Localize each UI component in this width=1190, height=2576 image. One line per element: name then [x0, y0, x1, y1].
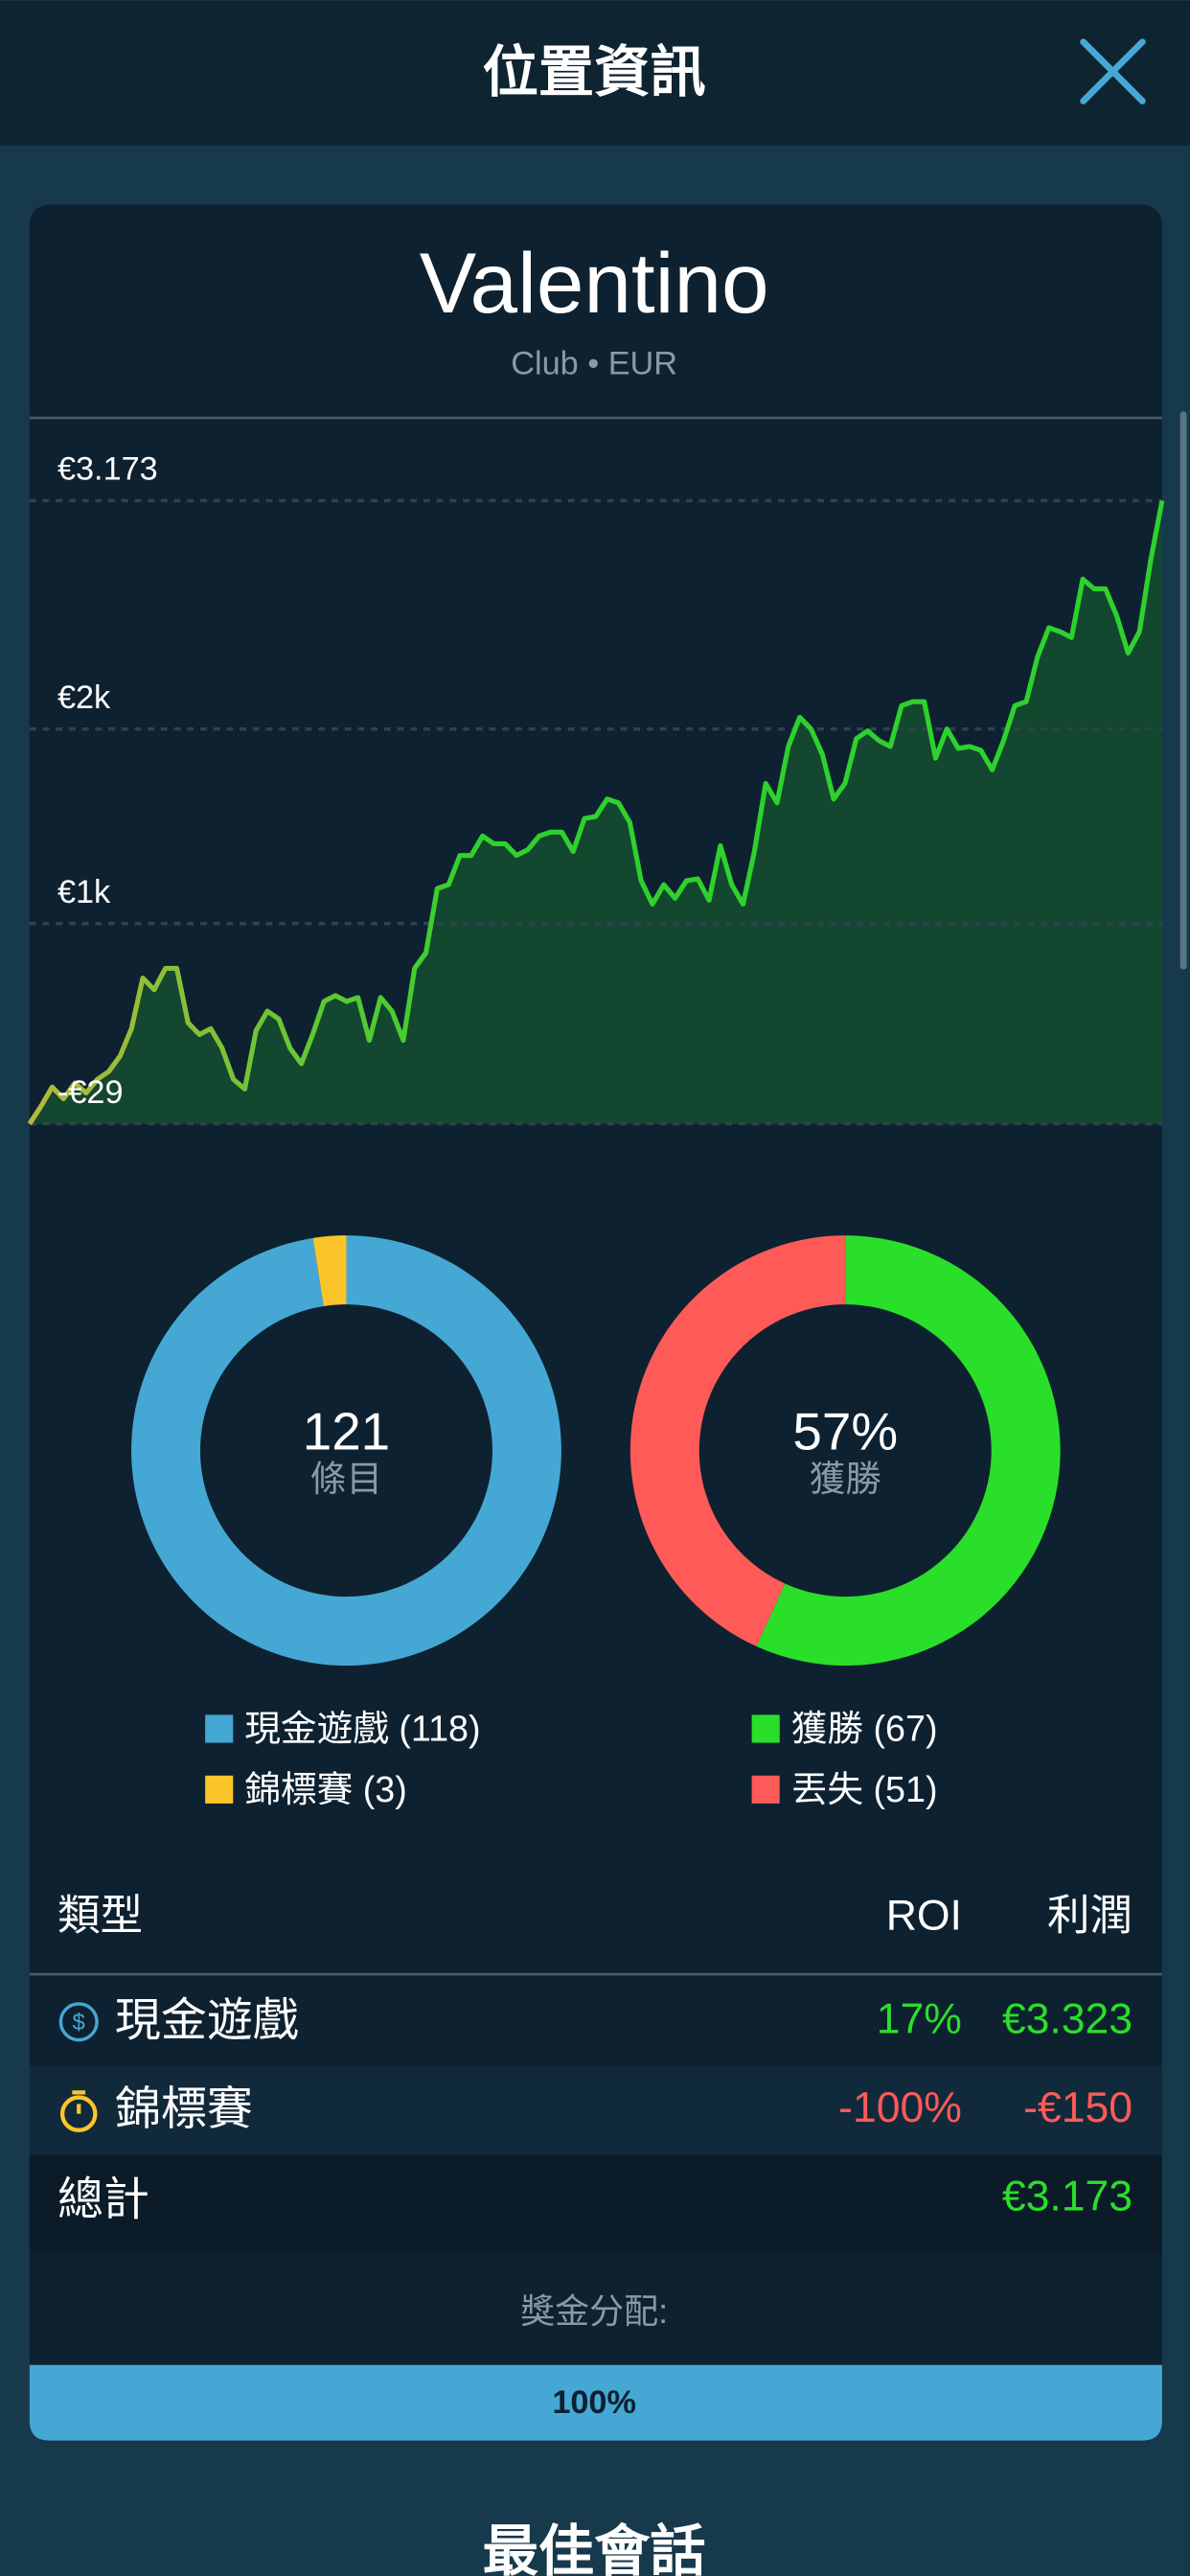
header-title: 位置資訊 — [483, 41, 706, 104]
table-header: ROI — [886, 1893, 962, 1940]
y-tick-label: €3.173 — [57, 451, 158, 488]
legend-swatch — [205, 1775, 234, 1804]
section-title: 最佳會話 — [483, 2520, 706, 2576]
line — [27, 499, 1165, 1126]
legend-label: 現金遊戲 (118) — [244, 1708, 480, 1748]
donut-slice — [131, 1235, 561, 1667]
timer-icon — [59, 2090, 98, 2132]
prize-bar-label: 100% — [552, 2384, 636, 2421]
donut-slice — [629, 1235, 846, 1646]
total-profit: €3.173 — [1002, 2174, 1133, 2220]
row-roi: 17% — [877, 1996, 962, 2043]
header-bar — [0, 0, 1190, 146]
row-profit: -€150 — [1023, 2084, 1133, 2131]
player-name: Valentino — [420, 235, 769, 331]
table-row — [29, 2154, 1162, 2254]
donut-center-label: 條目 — [310, 1459, 382, 1499]
legend-swatch — [205, 1714, 234, 1743]
scrollbar — [1179, 411, 1187, 970]
donut-center-value: 57% — [792, 1402, 898, 1461]
svg-text:$: $ — [73, 2010, 85, 2036]
table-row — [29, 1975, 1162, 2067]
prize-label: 獎金分配: — [520, 2291, 668, 2331]
y-tick-label: -€29 — [57, 1074, 124, 1111]
total-label: 總計 — [57, 2174, 149, 2225]
row-type: 現金遊戲 — [115, 1995, 299, 2046]
legend-label: 丟失 (51) — [791, 1769, 938, 1809]
donut-center-label: 獲勝 — [810, 1459, 881, 1499]
legend-swatch — [751, 1775, 780, 1804]
legend-swatch — [751, 1714, 780, 1743]
donut-slice — [312, 1235, 347, 1306]
table-row — [29, 2066, 1162, 2155]
legend-label: 獲勝 (67) — [791, 1708, 938, 1748]
player-subtitle: Club • EUR — [511, 345, 677, 381]
donut-slice — [756, 1235, 1061, 1667]
row-roi: -100% — [838, 2084, 962, 2131]
area — [29, 500, 1162, 1124]
prize-bar — [29, 2364, 1162, 2441]
legend-label: 錦標賽 (3) — [244, 1769, 407, 1809]
row-profit: €3.323 — [1002, 1996, 1133, 2043]
y-tick-label: €1k — [57, 874, 111, 910]
row-type: 錦標賽 — [115, 2084, 253, 2135]
card — [29, 204, 1162, 2441]
table-header: 利潤 — [1047, 1893, 1133, 1940]
y-tick-label: €2k — [57, 679, 111, 716]
table-header: 類型 — [57, 1893, 143, 1940]
donut-center-value: 121 — [303, 1402, 390, 1461]
cash-icon: $ — [58, 2002, 99, 2042]
close-button[interactable] — [1080, 38, 1146, 104]
